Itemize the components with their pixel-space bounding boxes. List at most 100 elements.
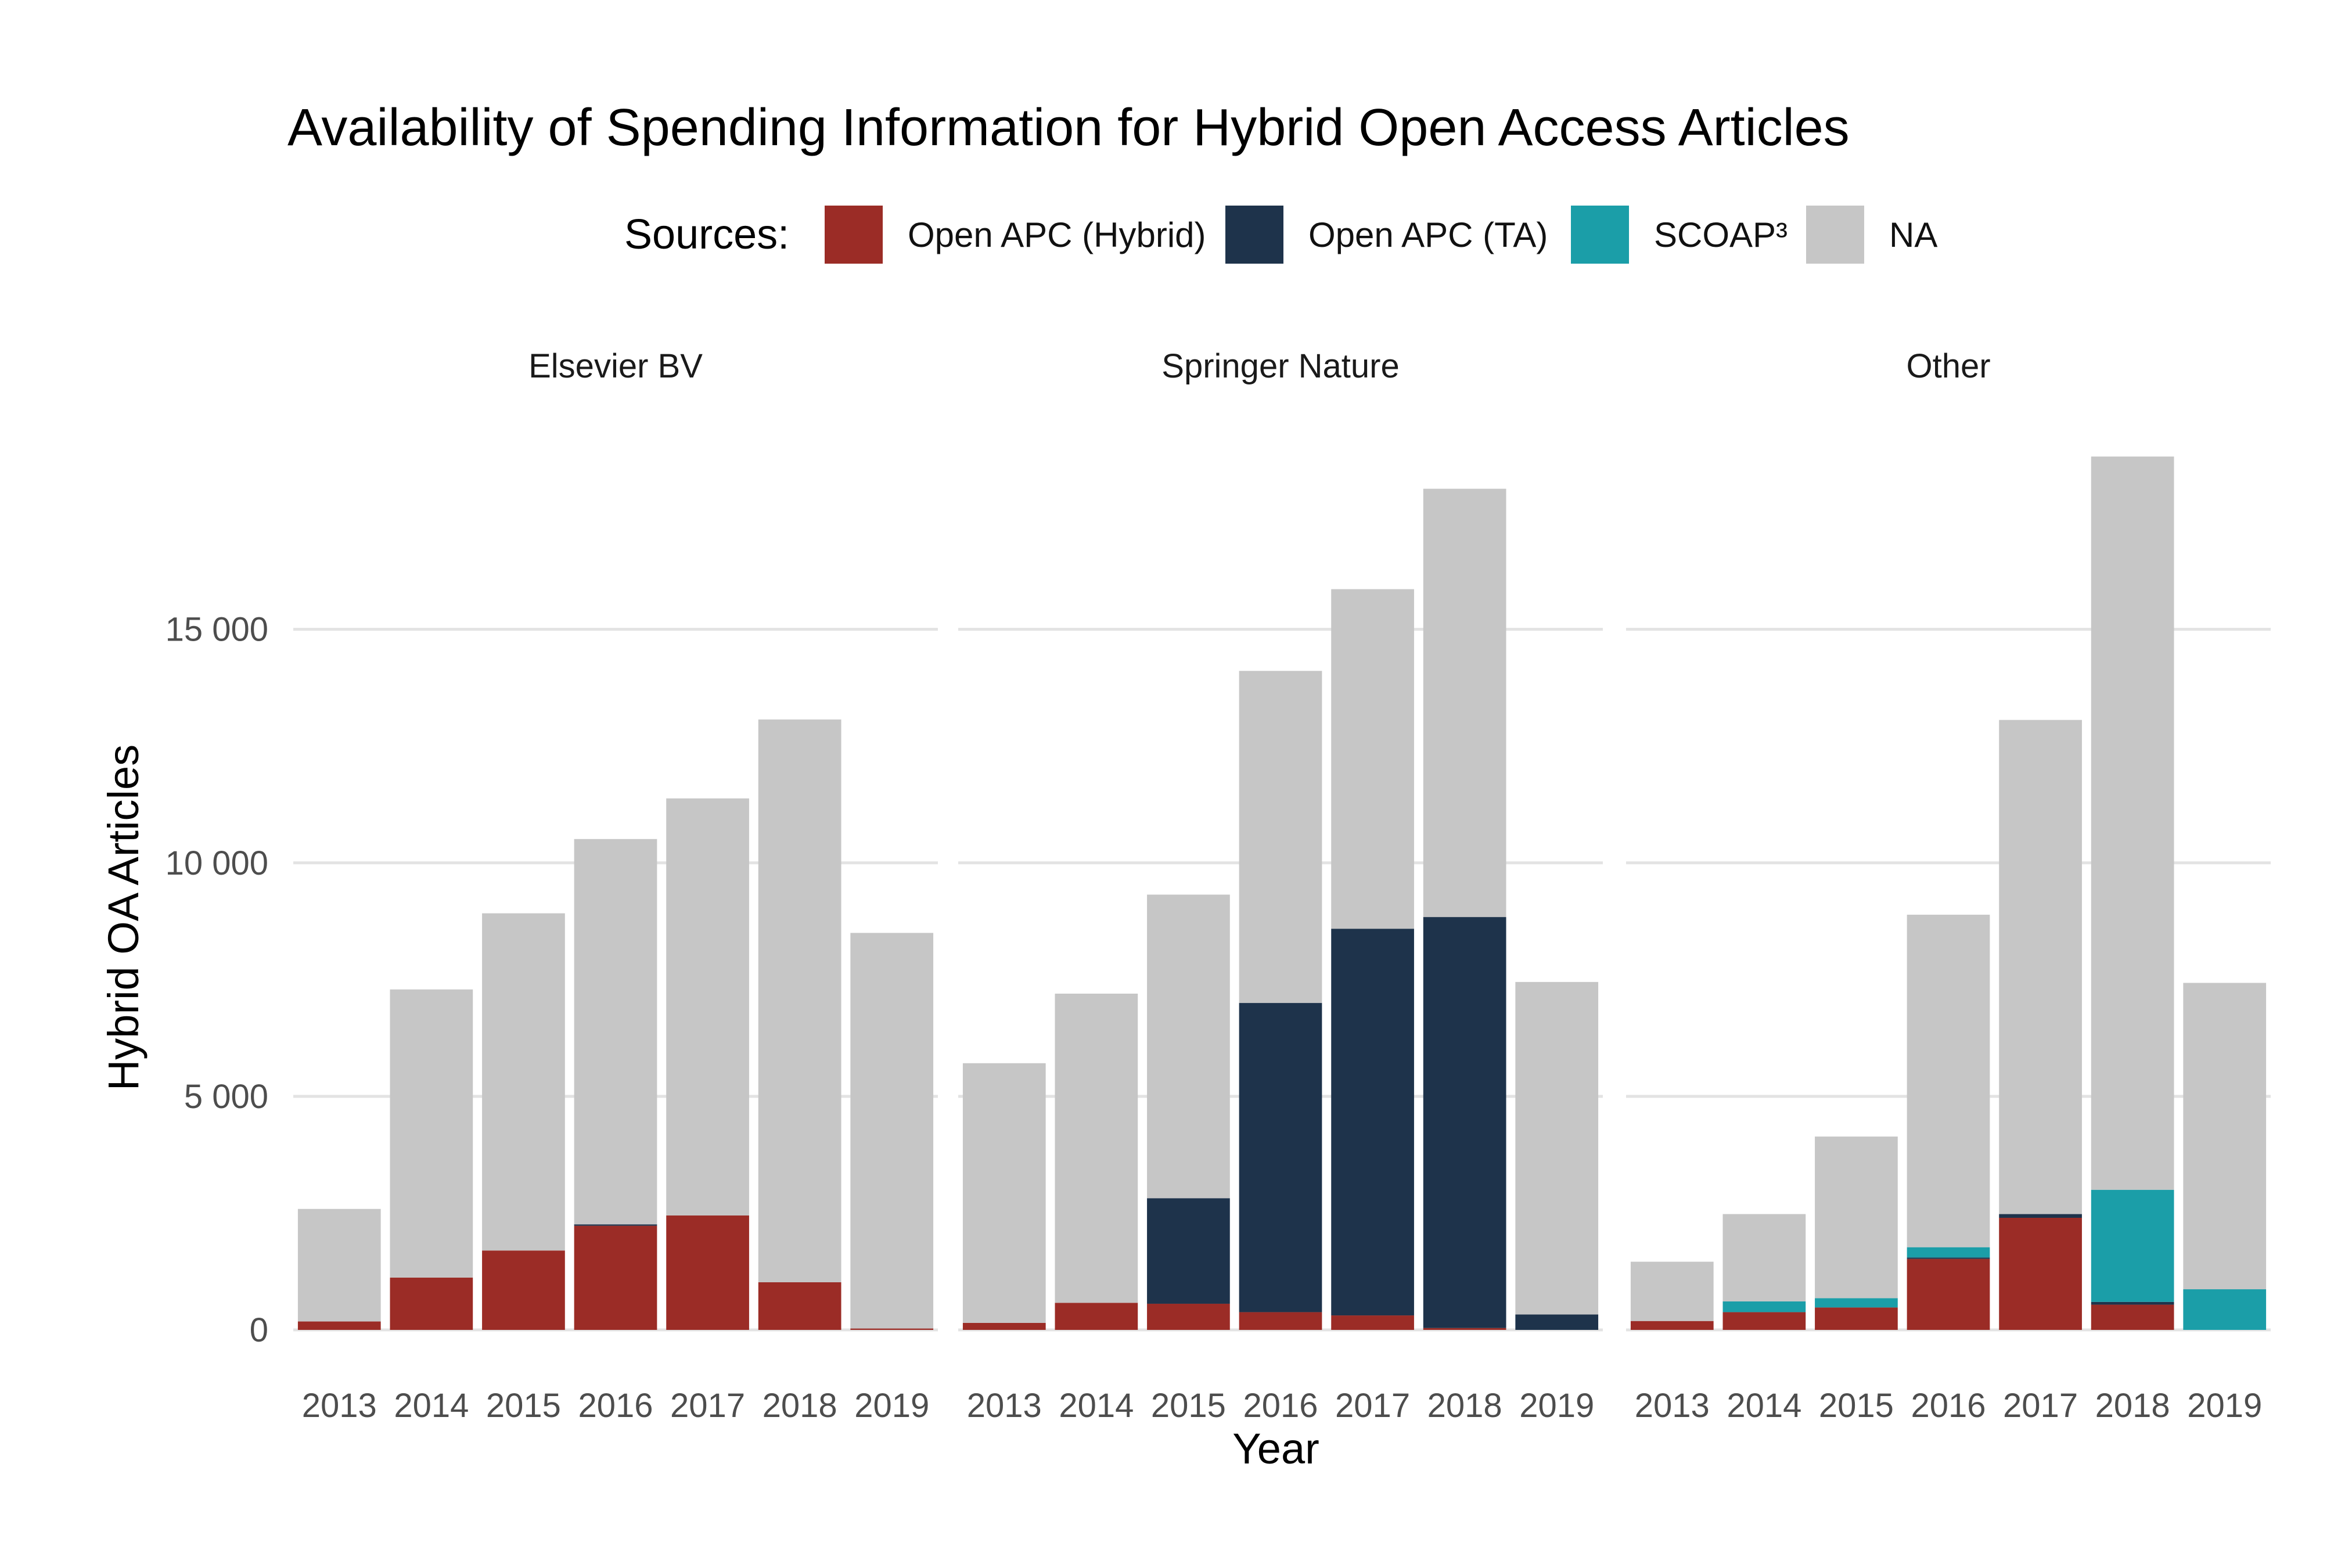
bar-segment-na-2013 (297, 1209, 381, 1322)
bar-segment-na-2017 (1999, 720, 2082, 1214)
x-tick-label: 2016 (1911, 1387, 1986, 1425)
y-tick-labels: 0 5 000 10 000 15 000 (166, 611, 268, 1349)
legend-swatch-scoap3 (1571, 206, 1629, 264)
legend-title: Sources: (624, 211, 789, 258)
bars (962, 488, 1599, 1330)
bar-segment-open-apc-hybrid-2019 (850, 1328, 934, 1330)
bar-segment-open-apc-hybrid-2015 (1815, 1307, 1898, 1330)
bar-segment-na-2016 (1239, 671, 1322, 1004)
bar-segment-open-apc-hybrid-2018 (758, 1282, 841, 1330)
y-tick-label: 0 (250, 1311, 268, 1349)
bars (297, 719, 934, 1330)
facet-label: Other (1906, 347, 1990, 385)
x-tick-label: 2017 (670, 1387, 745, 1425)
legend-label-scoap3: SCOAP³ (1654, 215, 1788, 254)
facet-label: Springer Nature (1161, 347, 1399, 385)
bar-segment-na-2014 (1055, 993, 1138, 1303)
bar-segment-open-apc-ta-2018 (2091, 1301, 2174, 1305)
legend: Sources: Open APC (Hybrid) Open APC (TA) S… (624, 206, 1937, 264)
bar-segment-na-2018 (2091, 456, 2174, 1190)
legend-swatch-na (1806, 206, 1864, 264)
bar-segment-open-apc-ta-2016 (1907, 1257, 1990, 1259)
bar-segment-na-2013 (1630, 1261, 1714, 1321)
bar-segment-scoap3-2019 (2183, 1289, 2267, 1330)
bar-segment-open-apc-hybrid-2014 (390, 1277, 473, 1330)
y-axis-title: Hybrid OA Articles (99, 745, 148, 1091)
x-tick-label: 2019 (1519, 1387, 1594, 1425)
x-tick-label: 2013 (967, 1387, 1042, 1425)
legend-item-scoap3: SCOAP³ (1571, 206, 1788, 264)
bar-segment-na-2019 (1515, 981, 1599, 1315)
bar-segment-open-apc-hybrid-2014 (1722, 1312, 1806, 1330)
bar-segment-na-2015 (482, 913, 565, 1251)
bar-segment-open-apc-ta-2017 (1999, 1214, 2082, 1218)
x-tick-label: 2018 (2095, 1387, 2170, 1425)
bar-segment-open-apc-hybrid-2016 (574, 1225, 657, 1330)
bar-segment-scoap3-2015 (1815, 1298, 1898, 1308)
facets: Elsevier BV 2013 2014 2015 2016 2017 2018 2019 0… (166, 347, 2271, 1425)
bar-segment-open-apc-hybrid-2013 (297, 1321, 381, 1330)
facet-other: Other 2013 2014 2015 2016 2017 2018 2019 (1626, 347, 2271, 1425)
x-tick-label: 2013 (1635, 1387, 1710, 1425)
chart-title: Availability of Spending Information for… (287, 99, 1850, 157)
bar-segment-open-apc-hybrid-2013 (962, 1322, 1046, 1330)
legend-item-open-apc-ta: Open APC (TA) (1225, 206, 1548, 264)
facet-label: Elsevier BV (528, 347, 703, 385)
bar-segment-na-2014 (1722, 1214, 1806, 1301)
legend-item-na: NA (1806, 206, 1937, 264)
y-tick-label: 10 000 (166, 844, 268, 882)
x-tick-labels: 2013 2014 2015 2016 2017 2018 2019 (302, 1387, 929, 1425)
bar-segment-open-apc-hybrid-2017 (1999, 1217, 2082, 1330)
legend-label-na: NA (1889, 215, 1937, 254)
x-tick-labels: 2013 2014 2015 2016 2017 2018 2019 (967, 1387, 1594, 1425)
bar-segment-open-apc-ta-2017 (1331, 929, 1414, 1316)
x-tick-label: 2015 (1151, 1387, 1226, 1425)
x-tick-label: 2019 (2187, 1387, 2262, 1425)
bar-segment-open-apc-ta-2016 (574, 1224, 657, 1226)
bar-segment-na-2015 (1815, 1137, 1898, 1299)
y-tick-label: 15 000 (166, 611, 268, 649)
bars (1630, 456, 2267, 1330)
bar-segment-open-apc-ta-2015 (1147, 1198, 1230, 1304)
bar-segment-open-apc-hybrid-2018 (2091, 1304, 2174, 1330)
bar-segment-open-apc-hybrid-2016 (1907, 1258, 1990, 1330)
x-tick-label: 2014 (1059, 1387, 1134, 1425)
bar-segment-open-apc-hybrid-2016 (1239, 1312, 1322, 1330)
legend-swatch-open-apc-hybrid (825, 206, 883, 264)
x-tick-label: 2018 (1427, 1387, 1502, 1425)
x-tick-label: 2017 (1335, 1387, 1410, 1425)
bar-segment-scoap3-2014 (1722, 1301, 1806, 1312)
bar-segment-open-apc-hybrid-2014 (1055, 1303, 1138, 1330)
bar-segment-open-apc-hybrid-2018 (1423, 1328, 1506, 1330)
x-axis-title: Year (1232, 1425, 1319, 1473)
bar-segment-open-apc-hybrid-2017 (1331, 1315, 1414, 1330)
bar-segment-na-2018 (1423, 488, 1506, 918)
bar-segment-na-2013 (962, 1063, 1046, 1323)
bar-segment-open-apc-hybrid-2013 (1630, 1321, 1714, 1330)
x-tick-label: 2015 (1819, 1387, 1894, 1425)
bar-segment-scoap3-2016 (1907, 1247, 1990, 1258)
bar-segment-open-apc-ta-2019 (1515, 1314, 1599, 1330)
bar-segment-na-2017 (1331, 589, 1414, 929)
facet-elsevier-bv: Elsevier BV 2013 2014 2015 2016 2017 2018 2019 0… (166, 347, 938, 1425)
bar-segment-na-2015 (1147, 894, 1230, 1199)
bar-segment-na-2019 (2183, 983, 2267, 1290)
bar-segment-open-apc-ta-2018 (1423, 917, 1506, 1328)
legend-item-open-apc-hybrid: Open APC (Hybrid) (825, 206, 1206, 264)
x-tick-label: 2018 (763, 1387, 837, 1425)
x-tick-label: 2014 (1727, 1387, 1801, 1425)
bar-segment-na-2017 (666, 798, 749, 1215)
x-tick-label: 2019 (854, 1387, 929, 1425)
x-tick-label: 2015 (486, 1387, 561, 1425)
bar-segment-open-apc-hybrid-2015 (1147, 1303, 1230, 1330)
bar-segment-na-2019 (850, 933, 934, 1329)
bar-segment-open-apc-ta-2016 (1239, 1003, 1322, 1312)
bar-segment-na-2016 (1907, 915, 1990, 1247)
bar-segment-open-apc-hybrid-2015 (482, 1250, 565, 1330)
legend-swatch-open-apc-ta (1225, 206, 1283, 264)
bar-segment-na-2018 (758, 719, 841, 1282)
x-tick-label: 2014 (394, 1387, 469, 1425)
